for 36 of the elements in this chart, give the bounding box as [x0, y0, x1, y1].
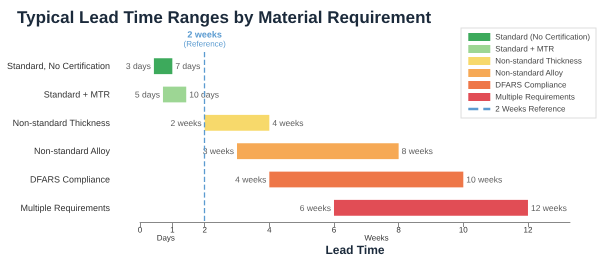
y-tick-label: Non-standard Thickness [12, 118, 110, 128]
annotation: 6 weeks [300, 202, 331, 213]
y-tick-label: DFARS Compliance [30, 174, 110, 184]
legend-label: DFARS Compliance [495, 80, 567, 90]
annotation: 12 weeks [530, 202, 567, 213]
legend-label: Multiple Requirements [495, 92, 575, 102]
x-tick-label: 0 [138, 226, 143, 234]
annotation: 2 weeks [170, 118, 202, 128]
x-tick-label: 10 [458, 226, 468, 234]
x-tick-label: 1 [170, 226, 176, 234]
x-tick-label: 4 [267, 226, 272, 234]
x-tick-label: 8 [396, 226, 402, 234]
x-tick-label: 2 [202, 226, 208, 234]
x-axis-title: Lead Time [325, 243, 385, 257]
y-tick-label: Multiple Requirements [20, 202, 110, 213]
text: Weeks [364, 234, 389, 242]
y-tick-label: Non-standard Alloy [34, 146, 110, 156]
y-tick-label: Standard, No Certification [6, 61, 110, 72]
legend-label: Non-standard Alloy [495, 68, 563, 78]
x-tick-label: 12 [524, 226, 533, 234]
annotation: 4 weeks [235, 174, 266, 184]
text: Days [156, 234, 175, 242]
y-tick-label: Standard + MTR [44, 90, 110, 100]
x-tick-label: 6 [332, 226, 337, 234]
annotation: 8 weeks [402, 146, 433, 156]
ref-line-label: 2 weeks (Reference) [184, 30, 226, 48]
legend-label: Standard + MTR [495, 44, 554, 54]
chart-title: Typical Lead Time Ranges by Material Requirement [17, 8, 432, 27]
annotation: 4 weeks [272, 118, 304, 128]
annotation: 2 Weeks Reference [495, 104, 566, 114]
annotation: 10 weeks [466, 174, 502, 184]
annotation: 7 days [175, 61, 200, 72]
annotation: 3 days [126, 61, 151, 72]
legend-label: Non-standard Thickness [495, 56, 582, 66]
legend-label: Standard (No Certification) [495, 32, 590, 42]
annotation: 5 days [134, 90, 160, 100]
